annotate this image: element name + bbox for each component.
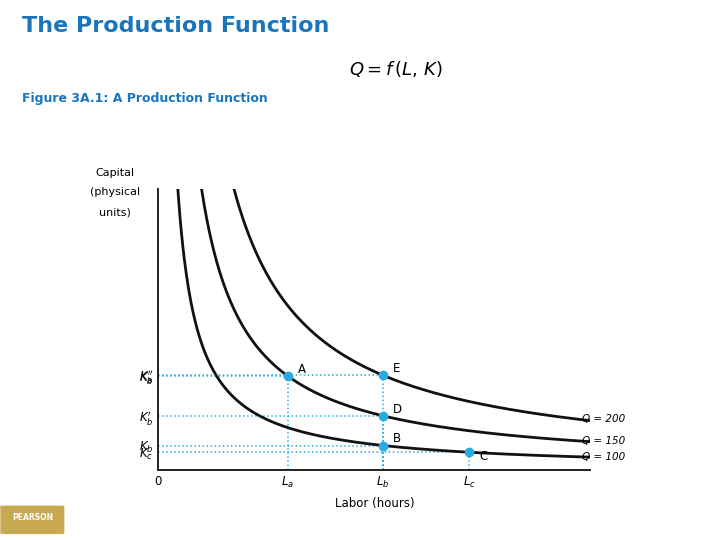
Text: A: A bbox=[297, 363, 305, 376]
Text: C: C bbox=[479, 450, 487, 463]
Text: E: E bbox=[392, 362, 400, 375]
Text: D: D bbox=[392, 403, 402, 416]
Text: Q = 100: Q = 100 bbox=[582, 452, 625, 462]
FancyBboxPatch shape bbox=[0, 505, 65, 535]
Text: Copyright ©2015 by Pearson Education, Inc.
All rights reserved.: Copyright ©2015 by Pearson Education, In… bbox=[518, 511, 706, 532]
Text: Figure 3A.1: A Production Function: Figure 3A.1: A Production Function bbox=[22, 92, 267, 105]
Text: The Production Function: The Production Function bbox=[22, 16, 329, 36]
Text: Q = 150: Q = 150 bbox=[582, 436, 625, 446]
Text: Modern Labor Economics: Theory and Public Policy, Twelfth Edition
Ronald G. Ehre: Modern Labor Economics: Theory and Publi… bbox=[86, 511, 366, 532]
Text: Q = 200: Q = 200 bbox=[582, 414, 625, 424]
Text: Capital: Capital bbox=[96, 168, 135, 178]
Text: units): units) bbox=[99, 207, 131, 217]
Text: B: B bbox=[392, 433, 400, 446]
Text: PEARSON: PEARSON bbox=[12, 513, 53, 522]
Text: $Q = f\,(L,\, K)$: $Q = f\,(L,\, K)$ bbox=[349, 59, 443, 79]
Text: (physical: (physical bbox=[90, 187, 140, 198]
X-axis label: Labor (hours): Labor (hours) bbox=[335, 497, 414, 510]
